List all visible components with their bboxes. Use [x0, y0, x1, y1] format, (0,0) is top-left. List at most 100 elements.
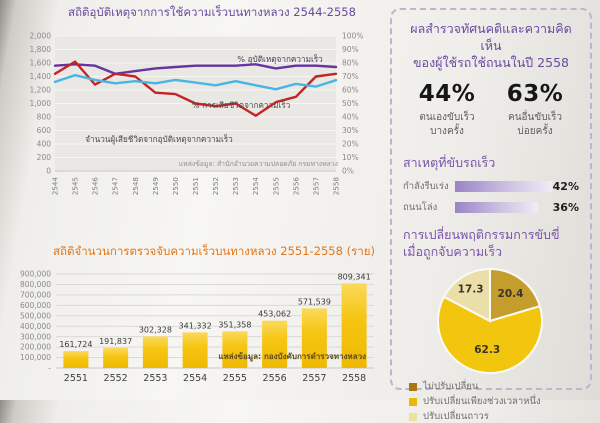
- accident-line-chart-section: สถิติอุบัติเหตุจากการใช้ความเร็วบนทางหลว…: [8, 4, 386, 206]
- svg-text:2555: 2555: [223, 373, 247, 384]
- svg-text:0%: 0%: [342, 167, 354, 176]
- svg-text:2558: 2558: [332, 177, 341, 196]
- svg-text:2551: 2551: [64, 373, 88, 384]
- legend-row-no-change: ไม่ปรับเปลี่ยน: [409, 381, 579, 393]
- svg-text:% การเสียชีวิตจากความเร็ว: % การเสียชีวิตจากความเร็ว: [192, 100, 291, 110]
- svg-text:200,000: 200,000: [20, 343, 51, 352]
- svg-text:2558: 2558: [342, 373, 366, 384]
- svg-text:1,800: 1,800: [30, 45, 52, 54]
- behavior-pie-chart: 20.4 62.3 17.3: [437, 267, 543, 374]
- svg-text:2556: 2556: [291, 177, 300, 196]
- svg-text:20.4: 20.4: [498, 288, 524, 300]
- svg-text:800: 800: [37, 113, 52, 122]
- svg-text:แหล่งข้อมูล: กองบังคับการตำรวจ: แหล่งข้อมูล: กองบังคับการตำรวจทางหลวง: [218, 351, 366, 362]
- svg-text:40%: 40%: [342, 113, 359, 122]
- svg-text:2552: 2552: [104, 373, 128, 384]
- svg-text:341,332: 341,332: [179, 321, 212, 330]
- svg-text:10%: 10%: [342, 153, 359, 162]
- survey-panel: ผลสำรวจทัศนคติและความคิดเห็น ของผู้ใช้รถ…: [390, 8, 592, 422]
- legend-swatch-icon: [409, 398, 417, 406]
- behavior-pie-wrap: 20.4 62.3 17.3: [431, 264, 579, 378]
- legend-swatch-icon: [409, 383, 417, 391]
- svg-text:2546: 2546: [91, 177, 100, 196]
- svg-text:900,000: 900,000: [20, 270, 51, 279]
- svg-text:1,000: 1,000: [30, 99, 52, 108]
- svg-text:300,000: 300,000: [20, 332, 51, 341]
- reason-bar: [455, 202, 538, 213]
- svg-text:1,400: 1,400: [30, 72, 52, 81]
- svg-text:80%: 80%: [342, 59, 359, 68]
- svg-text:2553: 2553: [231, 177, 240, 195]
- svg-text:2551: 2551: [191, 177, 200, 195]
- speed-enforcement-bar-chart-section: สถิติจำนวนการตรวจจับความเร็วบนทางหลวง 25…: [8, 243, 386, 393]
- svg-text:60%: 60%: [342, 86, 359, 95]
- survey-title-line1: ผลสำรวจทัศนคติและความคิดเห็น: [410, 21, 572, 53]
- stat-caption: ตนเองขับเร็ว บางครั้ง: [419, 112, 475, 137]
- stat-self-speeding: 44% ตนเองขับเร็ว บางครั้ง: [419, 81, 476, 139]
- svg-text:จำนวนผู้เสียชีวิตจากอุบัติเหตุ: จำนวนผู้เสียชีวิตจากอุบัติเหตุจากความเร็…: [85, 134, 233, 145]
- svg-text:2555: 2555: [271, 177, 280, 195]
- reason-bar: [455, 181, 552, 192]
- reason-value: 42%: [552, 180, 579, 193]
- svg-text:30%: 30%: [342, 126, 359, 135]
- svg-text:191,837: 191,837: [99, 337, 132, 346]
- legend-row-permanent-change: ปรับเปลี่ยนถาวร: [409, 411, 579, 423]
- svg-text:% อุบัติเหตุจากความเร็ว: % อุบัติเหตุจากความเร็ว: [237, 54, 323, 64]
- svg-text:571,539: 571,539: [298, 297, 331, 306]
- svg-text:809,341: 809,341: [338, 272, 371, 281]
- svg-text:แหล่งข้อมูล: สำนักอำนวยความปลอ: แหล่งข้อมูล: สำนักอำนวยความปลอดภัย กรมทา…: [179, 160, 338, 168]
- svg-text:161,724: 161,724: [59, 340, 92, 349]
- svg-text:500,000: 500,000: [20, 311, 51, 320]
- svg-text:400: 400: [37, 140, 52, 149]
- svg-text:70%: 70%: [342, 72, 359, 81]
- svg-text:2557: 2557: [311, 177, 320, 195]
- svg-text:2554: 2554: [251, 177, 260, 196]
- svg-text:2557: 2557: [302, 373, 326, 384]
- svg-text:2544: 2544: [51, 177, 60, 196]
- svg-text:2545: 2545: [71, 177, 80, 195]
- svg-text:1,600: 1,600: [30, 59, 52, 68]
- svg-text:62.3: 62.3: [474, 344, 500, 356]
- svg-text:200: 200: [37, 153, 52, 162]
- survey-stats: 44% ตนเองขับเร็ว บางครั้ง 63% คนอื่นขับเ…: [403, 81, 579, 139]
- reason-row-hurry: กำลังรีบเร่ง 42%: [403, 180, 579, 193]
- behavior-heading: การเปลี่ยนพฤติกรรมการขับขี่ เมื่อถูกจับค…: [403, 227, 560, 259]
- svg-text:1,200: 1,200: [30, 86, 52, 95]
- svg-text:50%: 50%: [342, 99, 359, 108]
- survey-title: ผลสำรวจทัศนคติและความคิดเห็น ของผู้ใช้รถ…: [403, 20, 579, 71]
- enforcement-chart-title: สถิติจำนวนการตรวจจับความเร็วบนทางหลวง 25…: [53, 244, 375, 258]
- stat-value: 44%: [418, 81, 476, 107]
- speeding-reasons-heading: สาเหตุที่ขับรถเร็ว: [403, 155, 496, 170]
- svg-text:100%: 100%: [342, 32, 363, 41]
- infographic-page: สถิติอุบัติเหตุจากการใช้ความเร็วบนทางหลว…: [8, 4, 592, 422]
- accident-line-chart: 2,000 100% 1,800 90% 1,600 80% 1,400 70% 1,200 60…: [30, 32, 364, 196]
- svg-text:800,000: 800,000: [20, 280, 51, 289]
- svg-text:2553: 2553: [143, 373, 167, 384]
- reason-label: กำลังรีบเร่ง: [403, 181, 449, 192]
- svg-text:700,000: 700,000: [20, 290, 51, 299]
- reason-value: 36%: [552, 201, 579, 214]
- svg-text:2547: 2547: [111, 177, 120, 195]
- svg-text:2550: 2550: [171, 177, 180, 196]
- svg-text:351,358: 351,358: [218, 320, 251, 329]
- stat-caption: คนอื่นขับเร็ว บ่อยครั้ง: [508, 112, 562, 137]
- accident-chart-title: สถิติอุบัติเหตุจากการใช้ความเร็วบนทางหลว…: [68, 5, 356, 19]
- svg-text:2549: 2549: [151, 177, 160, 196]
- svg-text:2552: 2552: [211, 177, 220, 195]
- svg-text:100,000: 100,000: [20, 353, 51, 362]
- svg-text:-: -: [48, 364, 51, 373]
- svg-text:20%: 20%: [342, 140, 359, 149]
- behavior-change-section: การเปลี่ยนพฤติกรรมการขับขี่ เมื่อถูกจับค…: [403, 226, 579, 423]
- stat-value: 63%: [506, 81, 564, 107]
- reason-row-empty-road: ถนนโล่ง 36%: [403, 201, 579, 214]
- svg-text:600,000: 600,000: [20, 301, 51, 310]
- svg-text:453,062: 453,062: [258, 310, 291, 319]
- legend-row-temporary-change: ปรับเปลี่ยนเพียงช่วงเวลาหนึ่ง: [409, 396, 579, 408]
- svg-text:600: 600: [37, 126, 52, 135]
- speeding-reasons: สาเหตุที่ขับรถเร็ว กำลังรีบเร่ง 42% ถนนโ…: [403, 153, 579, 214]
- svg-text:2554: 2554: [183, 373, 207, 384]
- reason-label: ถนนโล่ง: [403, 202, 438, 213]
- legend-swatch-icon: [409, 413, 417, 421]
- svg-text:400,000: 400,000: [20, 322, 51, 331]
